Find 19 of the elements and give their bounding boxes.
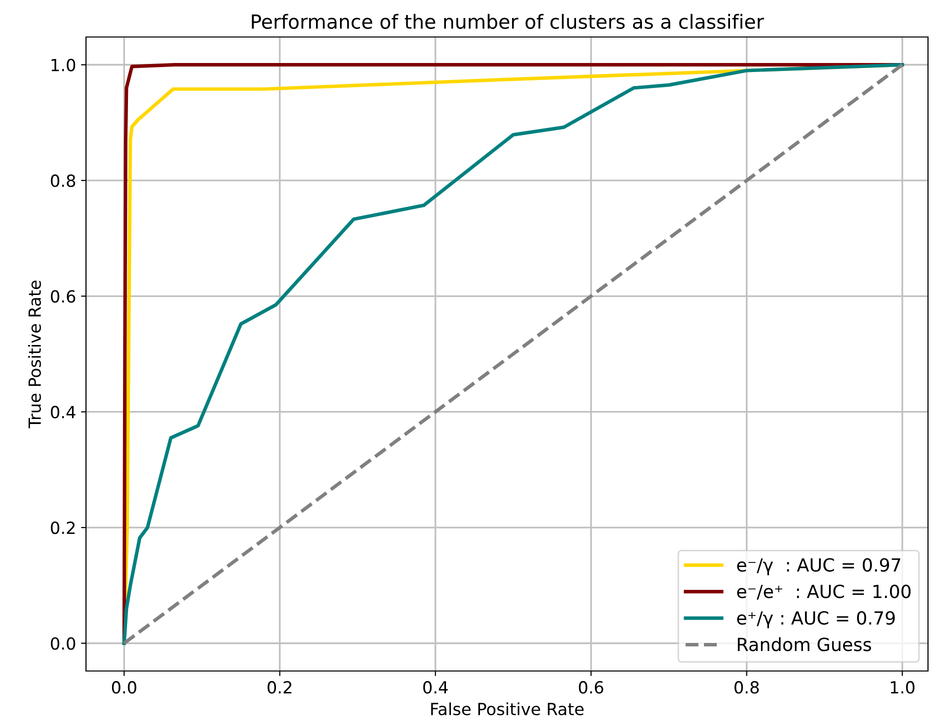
x-tick-label: 0.4 xyxy=(423,681,448,694)
y-tick-label: 0.6 xyxy=(50,290,76,303)
chart-title: Performance of the number of clusters as a classifier xyxy=(252,14,764,29)
y-tick-label: 1.0 xyxy=(52,58,76,72)
legend-label: e⁻/γ : AUC = 0.97 xyxy=(737,558,900,576)
y-tick-label: 0.8 xyxy=(50,174,76,188)
x-axis-title: False Positive Rate xyxy=(431,702,584,716)
x-tick-label: 0.2 xyxy=(268,681,292,694)
y-axis-title: True Positive Rate xyxy=(28,280,41,428)
x-tick-label: 0.0 xyxy=(112,681,136,694)
x-tick-label: 0.6 xyxy=(578,681,604,694)
legend-label: Random Guess xyxy=(738,637,872,652)
x-tick-label: 0.8 xyxy=(734,681,759,694)
legend-label: e⁺/γ : AUC = 0.79 xyxy=(737,611,895,628)
y-tick-label: 0.2 xyxy=(50,522,75,534)
x-tick-label: 1.0 xyxy=(890,681,914,694)
legend-label: e⁻/e⁺ : AUC = 1.00 xyxy=(737,584,911,600)
y-tick-label: 0.4 xyxy=(50,406,76,418)
y-tick-label: 0.0 xyxy=(50,637,76,650)
